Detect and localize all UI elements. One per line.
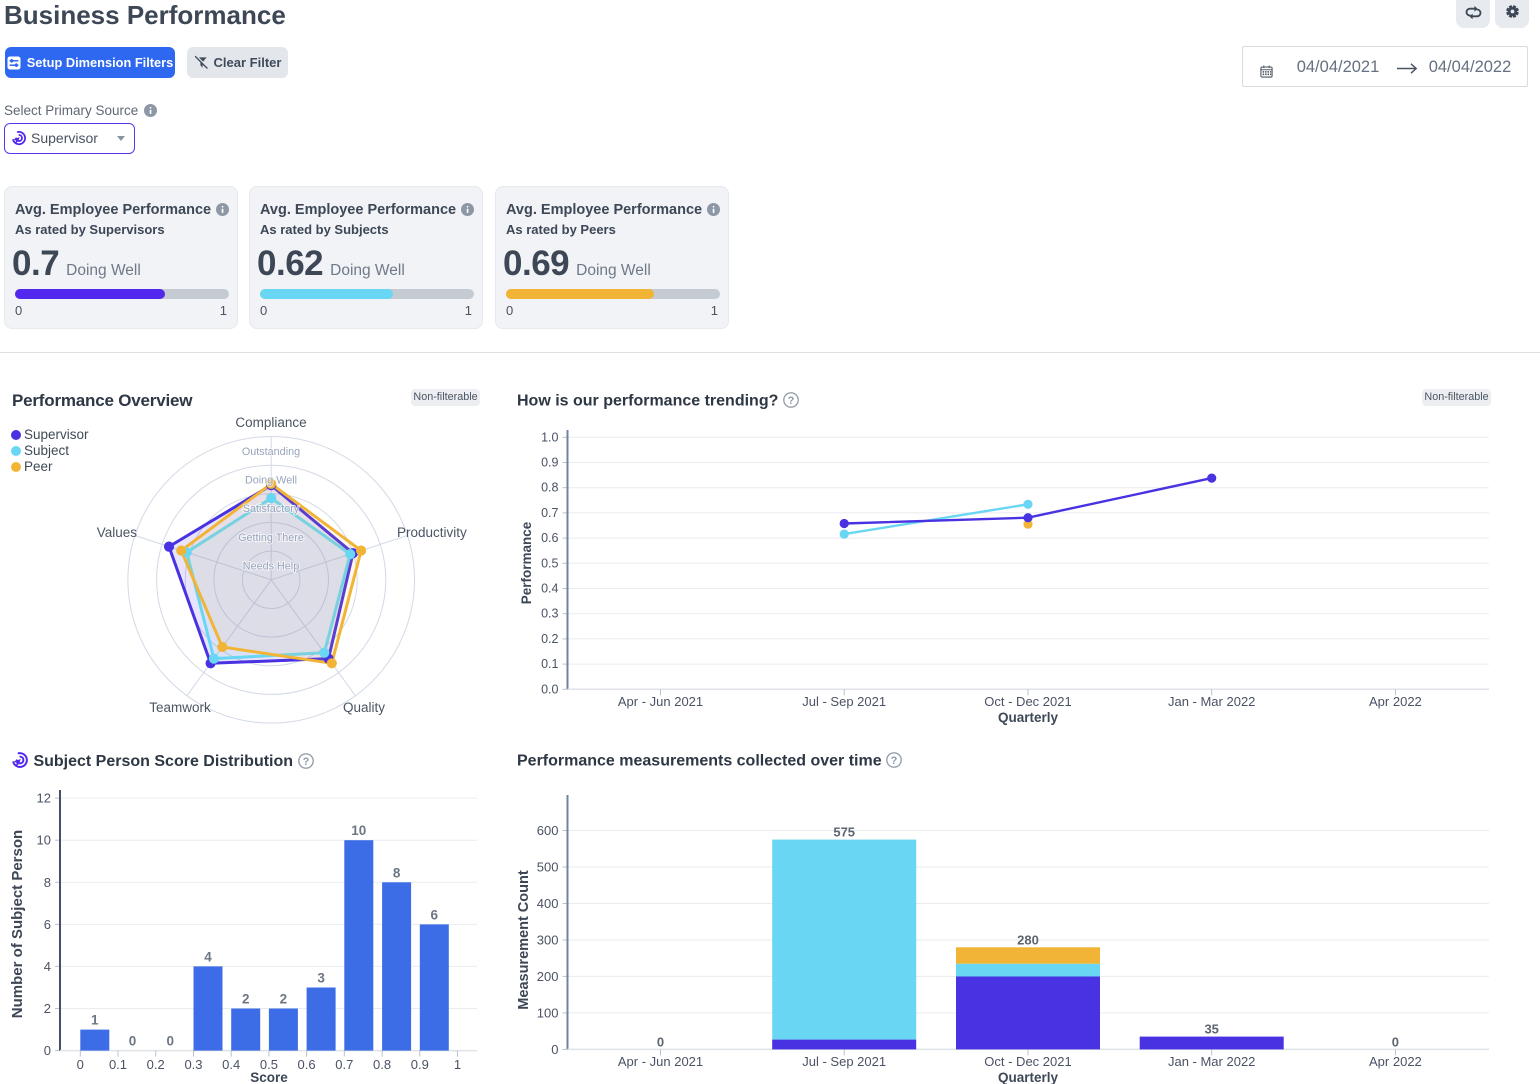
svg-text:Satisfactory: Satisfactory — [243, 503, 300, 515]
svg-text:0.9: 0.9 — [411, 1057, 429, 1072]
svg-text:Performance: Performance — [519, 521, 534, 604]
svg-text:0.1: 0.1 — [109, 1057, 127, 1072]
svg-text:Getting There: Getting There — [238, 532, 304, 544]
svg-text:6: 6 — [44, 917, 51, 932]
svg-text:Doing Well: Doing Well — [245, 475, 297, 487]
svg-text:0.4: 0.4 — [541, 582, 558, 596]
svg-text:0: 0 — [129, 1034, 137, 1049]
svg-text:Compliance: Compliance — [235, 415, 306, 430]
svg-text:Apr 2022: Apr 2022 — [1369, 1054, 1422, 1069]
svg-text:10: 10 — [37, 833, 51, 848]
svg-text:Oct - Dec 2021: Oct - Dec 2021 — [984, 1054, 1071, 1069]
svg-text:0.0: 0.0 — [541, 682, 558, 696]
svg-text:Quarterly: Quarterly — [998, 1070, 1059, 1084]
svg-text:0.7: 0.7 — [335, 1057, 353, 1072]
svg-text:4: 4 — [44, 959, 51, 974]
svg-text:Values: Values — [97, 525, 138, 540]
svg-text:0.9: 0.9 — [541, 456, 558, 470]
svg-text:0.2: 0.2 — [541, 632, 558, 646]
svg-text:8: 8 — [44, 875, 51, 890]
svg-text:35: 35 — [1204, 1022, 1218, 1037]
svg-text:200: 200 — [537, 969, 559, 984]
svg-text:280: 280 — [1017, 932, 1039, 947]
svg-text:12: 12 — [37, 791, 51, 806]
svg-text:Quarterly: Quarterly — [998, 710, 1059, 725]
svg-text:Jul - Sep 2021: Jul - Sep 2021 — [802, 1054, 886, 1069]
svg-text:Jan - Mar 2022: Jan - Mar 2022 — [1168, 694, 1255, 709]
svg-text:0.6: 0.6 — [541, 531, 558, 545]
svg-text:8: 8 — [393, 865, 401, 880]
svg-text:0.5: 0.5 — [260, 1057, 278, 1072]
svg-text:0.2: 0.2 — [147, 1057, 165, 1072]
svg-text:0: 0 — [657, 1034, 664, 1049]
svg-text:1: 1 — [454, 1057, 461, 1072]
svg-text:Oct - Dec 2021: Oct - Dec 2021 — [984, 694, 1071, 709]
svg-text:Jul - Sep 2021: Jul - Sep 2021 — [802, 694, 886, 709]
svg-text:4: 4 — [204, 949, 212, 964]
svg-text:Teamwork: Teamwork — [149, 700, 211, 715]
svg-text:Quality: Quality — [343, 700, 385, 715]
svg-text:0.1: 0.1 — [541, 657, 558, 671]
svg-text:10: 10 — [351, 823, 366, 838]
svg-text:0: 0 — [77, 1057, 84, 1072]
svg-text:1: 1 — [91, 1013, 99, 1028]
svg-text:3: 3 — [317, 971, 325, 986]
svg-text:2: 2 — [44, 1001, 51, 1016]
svg-text:575: 575 — [833, 825, 855, 840]
svg-text:0.8: 0.8 — [541, 481, 558, 495]
svg-text:?: ? — [302, 756, 309, 768]
svg-text:Apr - Jun 2021: Apr - Jun 2021 — [618, 1054, 703, 1069]
svg-text:6: 6 — [431, 907, 439, 922]
svg-text:0.8: 0.8 — [373, 1057, 391, 1072]
svg-text:0: 0 — [551, 1042, 558, 1057]
svg-text:0.7: 0.7 — [541, 506, 558, 520]
svg-text:Productivity: Productivity — [397, 525, 467, 540]
svg-text:0: 0 — [1392, 1034, 1399, 1049]
svg-text:Number of Subject Person: Number of Subject Person — [9, 830, 26, 1018]
svg-text:0.6: 0.6 — [298, 1057, 316, 1072]
svg-text:2: 2 — [242, 992, 250, 1007]
svg-text:0.3: 0.3 — [184, 1057, 202, 1072]
svg-text:0.4: 0.4 — [222, 1057, 240, 1072]
svg-text:?: ? — [891, 755, 898, 767]
svg-text:0: 0 — [166, 1034, 174, 1049]
svg-text:Outstanding: Outstanding — [242, 446, 300, 458]
svg-text:100: 100 — [537, 1005, 559, 1020]
svg-text:Needs Help: Needs Help — [243, 561, 299, 573]
svg-text:2: 2 — [280, 992, 288, 1007]
svg-text:400: 400 — [537, 896, 559, 911]
svg-text:0.3: 0.3 — [541, 607, 558, 621]
svg-text:?: ? — [787, 395, 794, 407]
svg-text:1.0: 1.0 — [541, 430, 558, 444]
svg-text:Apr 2022: Apr 2022 — [1369, 694, 1422, 709]
svg-text:Score: Score — [250, 1070, 288, 1084]
svg-text:300: 300 — [537, 933, 559, 948]
svg-text:Measurement Count: Measurement Count — [516, 870, 532, 1010]
svg-text:0: 0 — [44, 1043, 51, 1058]
svg-text:500: 500 — [537, 860, 559, 875]
svg-text:Jan - Mar 2022: Jan - Mar 2022 — [1168, 1054, 1255, 1069]
svg-text:0.5: 0.5 — [541, 556, 558, 570]
svg-text:600: 600 — [537, 823, 559, 838]
svg-text:Apr - Jun 2021: Apr - Jun 2021 — [618, 694, 703, 709]
